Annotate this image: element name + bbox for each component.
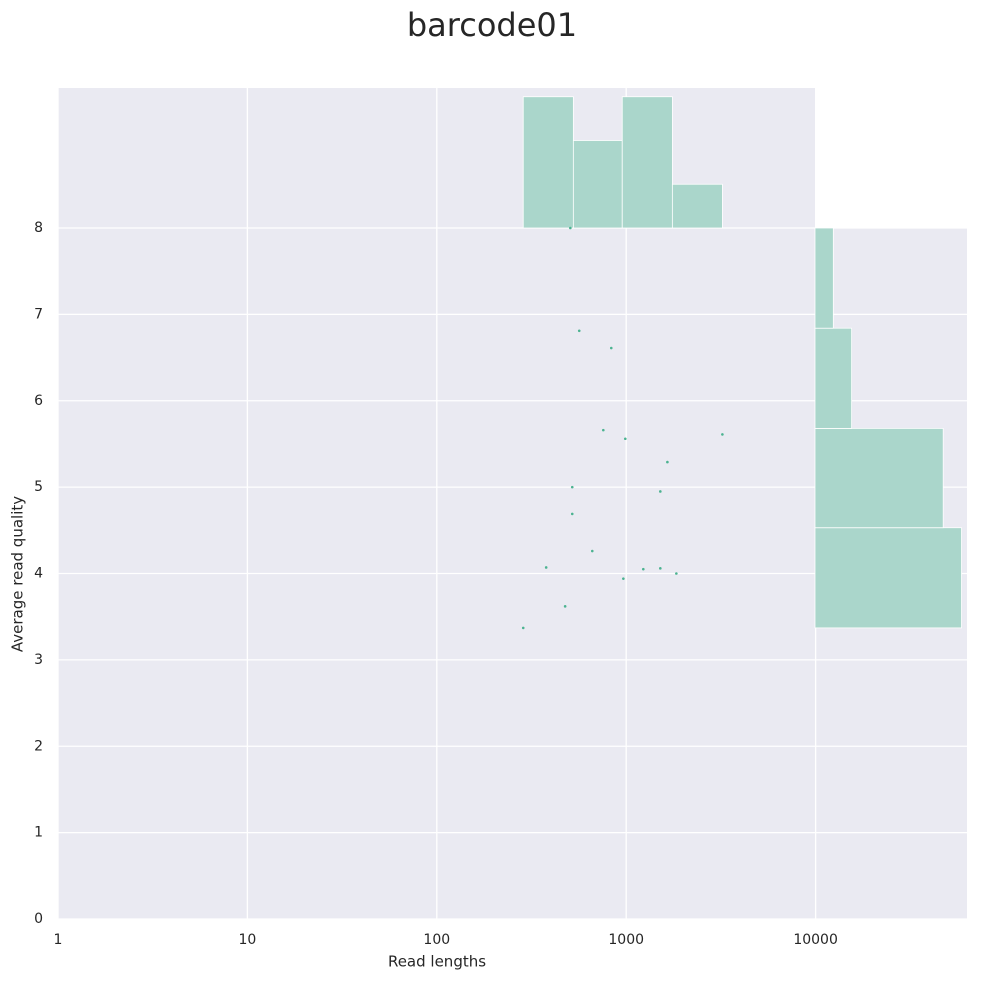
scatter-point	[570, 512, 574, 516]
y-tick-label: 8	[34, 220, 43, 236]
scatter-point	[641, 567, 645, 571]
y-tick-label: 3	[34, 652, 43, 668]
scatter-point	[659, 490, 662, 493]
y-axis-label: Average read quality	[9, 496, 27, 652]
scatter-point	[521, 626, 525, 630]
scatter-point	[563, 605, 567, 608]
scatter-point	[721, 433, 724, 436]
x-tick-label: 1	[54, 932, 63, 948]
y-tick-label: 1	[34, 825, 43, 841]
scatter-point	[590, 549, 594, 553]
y-tick-label: 2	[34, 738, 43, 754]
y-tick-label: 6	[34, 393, 43, 409]
x-tick-label: 10000	[793, 932, 838, 948]
top-hist-bar	[621, 96, 673, 229]
scatter-point	[609, 346, 613, 350]
chart-title: barcode01	[407, 6, 577, 44]
top-hist-bar	[671, 183, 723, 229]
x-tick-label: 10	[238, 932, 256, 948]
scatter-point	[602, 428, 605, 432]
top-hist-bar	[572, 140, 623, 229]
scatter-point	[577, 329, 581, 333]
y-tick-label: 0	[34, 911, 43, 927]
scatter-point	[544, 566, 548, 569]
right-hist-bar	[814, 227, 834, 329]
right-hist-bar	[814, 527, 962, 629]
y-tick-label: 5	[34, 479, 43, 495]
right-hist-bar	[814, 327, 853, 429]
x-axis-label: Read lengths	[388, 953, 486, 971]
scatter-point	[675, 572, 678, 575]
scatter-point	[659, 567, 662, 570]
scatter-point	[570, 485, 574, 489]
y-tick-label: 4	[34, 566, 43, 582]
top-hist-bar	[522, 96, 574, 229]
scatter-point	[569, 226, 572, 230]
scatter-point	[623, 437, 627, 441]
x-tick-label: 1000	[608, 932, 644, 948]
right-hist-bar	[814, 427, 944, 529]
x-tick-label: 100	[423, 932, 450, 948]
scatter-point	[622, 577, 625, 580]
y-tick-label: 7	[34, 306, 43, 322]
scatter-point	[666, 460, 669, 464]
